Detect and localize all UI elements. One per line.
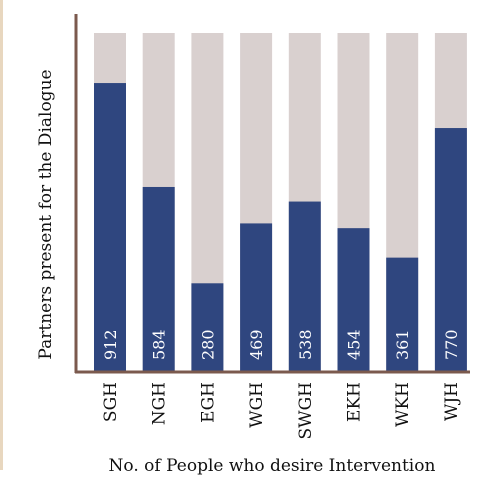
value-label-ekh: 454 [345,329,364,360]
left-border-decoration [0,0,3,470]
x-tick-label-swgh: SWGH [296,382,316,440]
bar-egh [191,283,224,372]
x-tick-labels-group: SGH NGH EGH WGH SWGH EKH WKH WJH [101,382,462,440]
x-axis-title: No. of People who desire Intervention [109,456,436,476]
bar-swgh [288,201,321,372]
x-tick-label-wkh: WKH [393,382,413,427]
bar-ekh [337,228,370,372]
x-tick-label-wgh: WGH [247,382,267,428]
bar-ngh [142,186,175,372]
value-label-ngh: 584 [150,329,169,360]
bar-wjh [434,128,467,372]
value-label-egh: 280 [198,329,217,360]
x-tick-label-ekh: EKH [345,382,365,422]
bars-group [94,33,467,372]
value-label-wkh: 361 [393,329,412,360]
bar-wgh [240,223,273,372]
value-labels-group: 912 584 280 469 538 454 361 770 [101,329,461,360]
value-label-wgh: 469 [247,329,266,360]
x-tick-label-ngh: NGH [150,382,170,425]
x-tick-label-sgh: SGH [101,382,121,422]
x-tick-label-wjh: WJH [442,382,462,421]
value-label-swgh: 538 [296,329,315,360]
value-label-wjh: 770 [442,329,461,360]
y-axis-title: Partners present for the Dialogue [36,69,56,359]
bar-sgh [94,83,126,372]
bar-wkh [386,257,419,372]
value-label-sgh: 912 [101,329,120,360]
x-tick-label-egh: EGH [198,382,218,423]
